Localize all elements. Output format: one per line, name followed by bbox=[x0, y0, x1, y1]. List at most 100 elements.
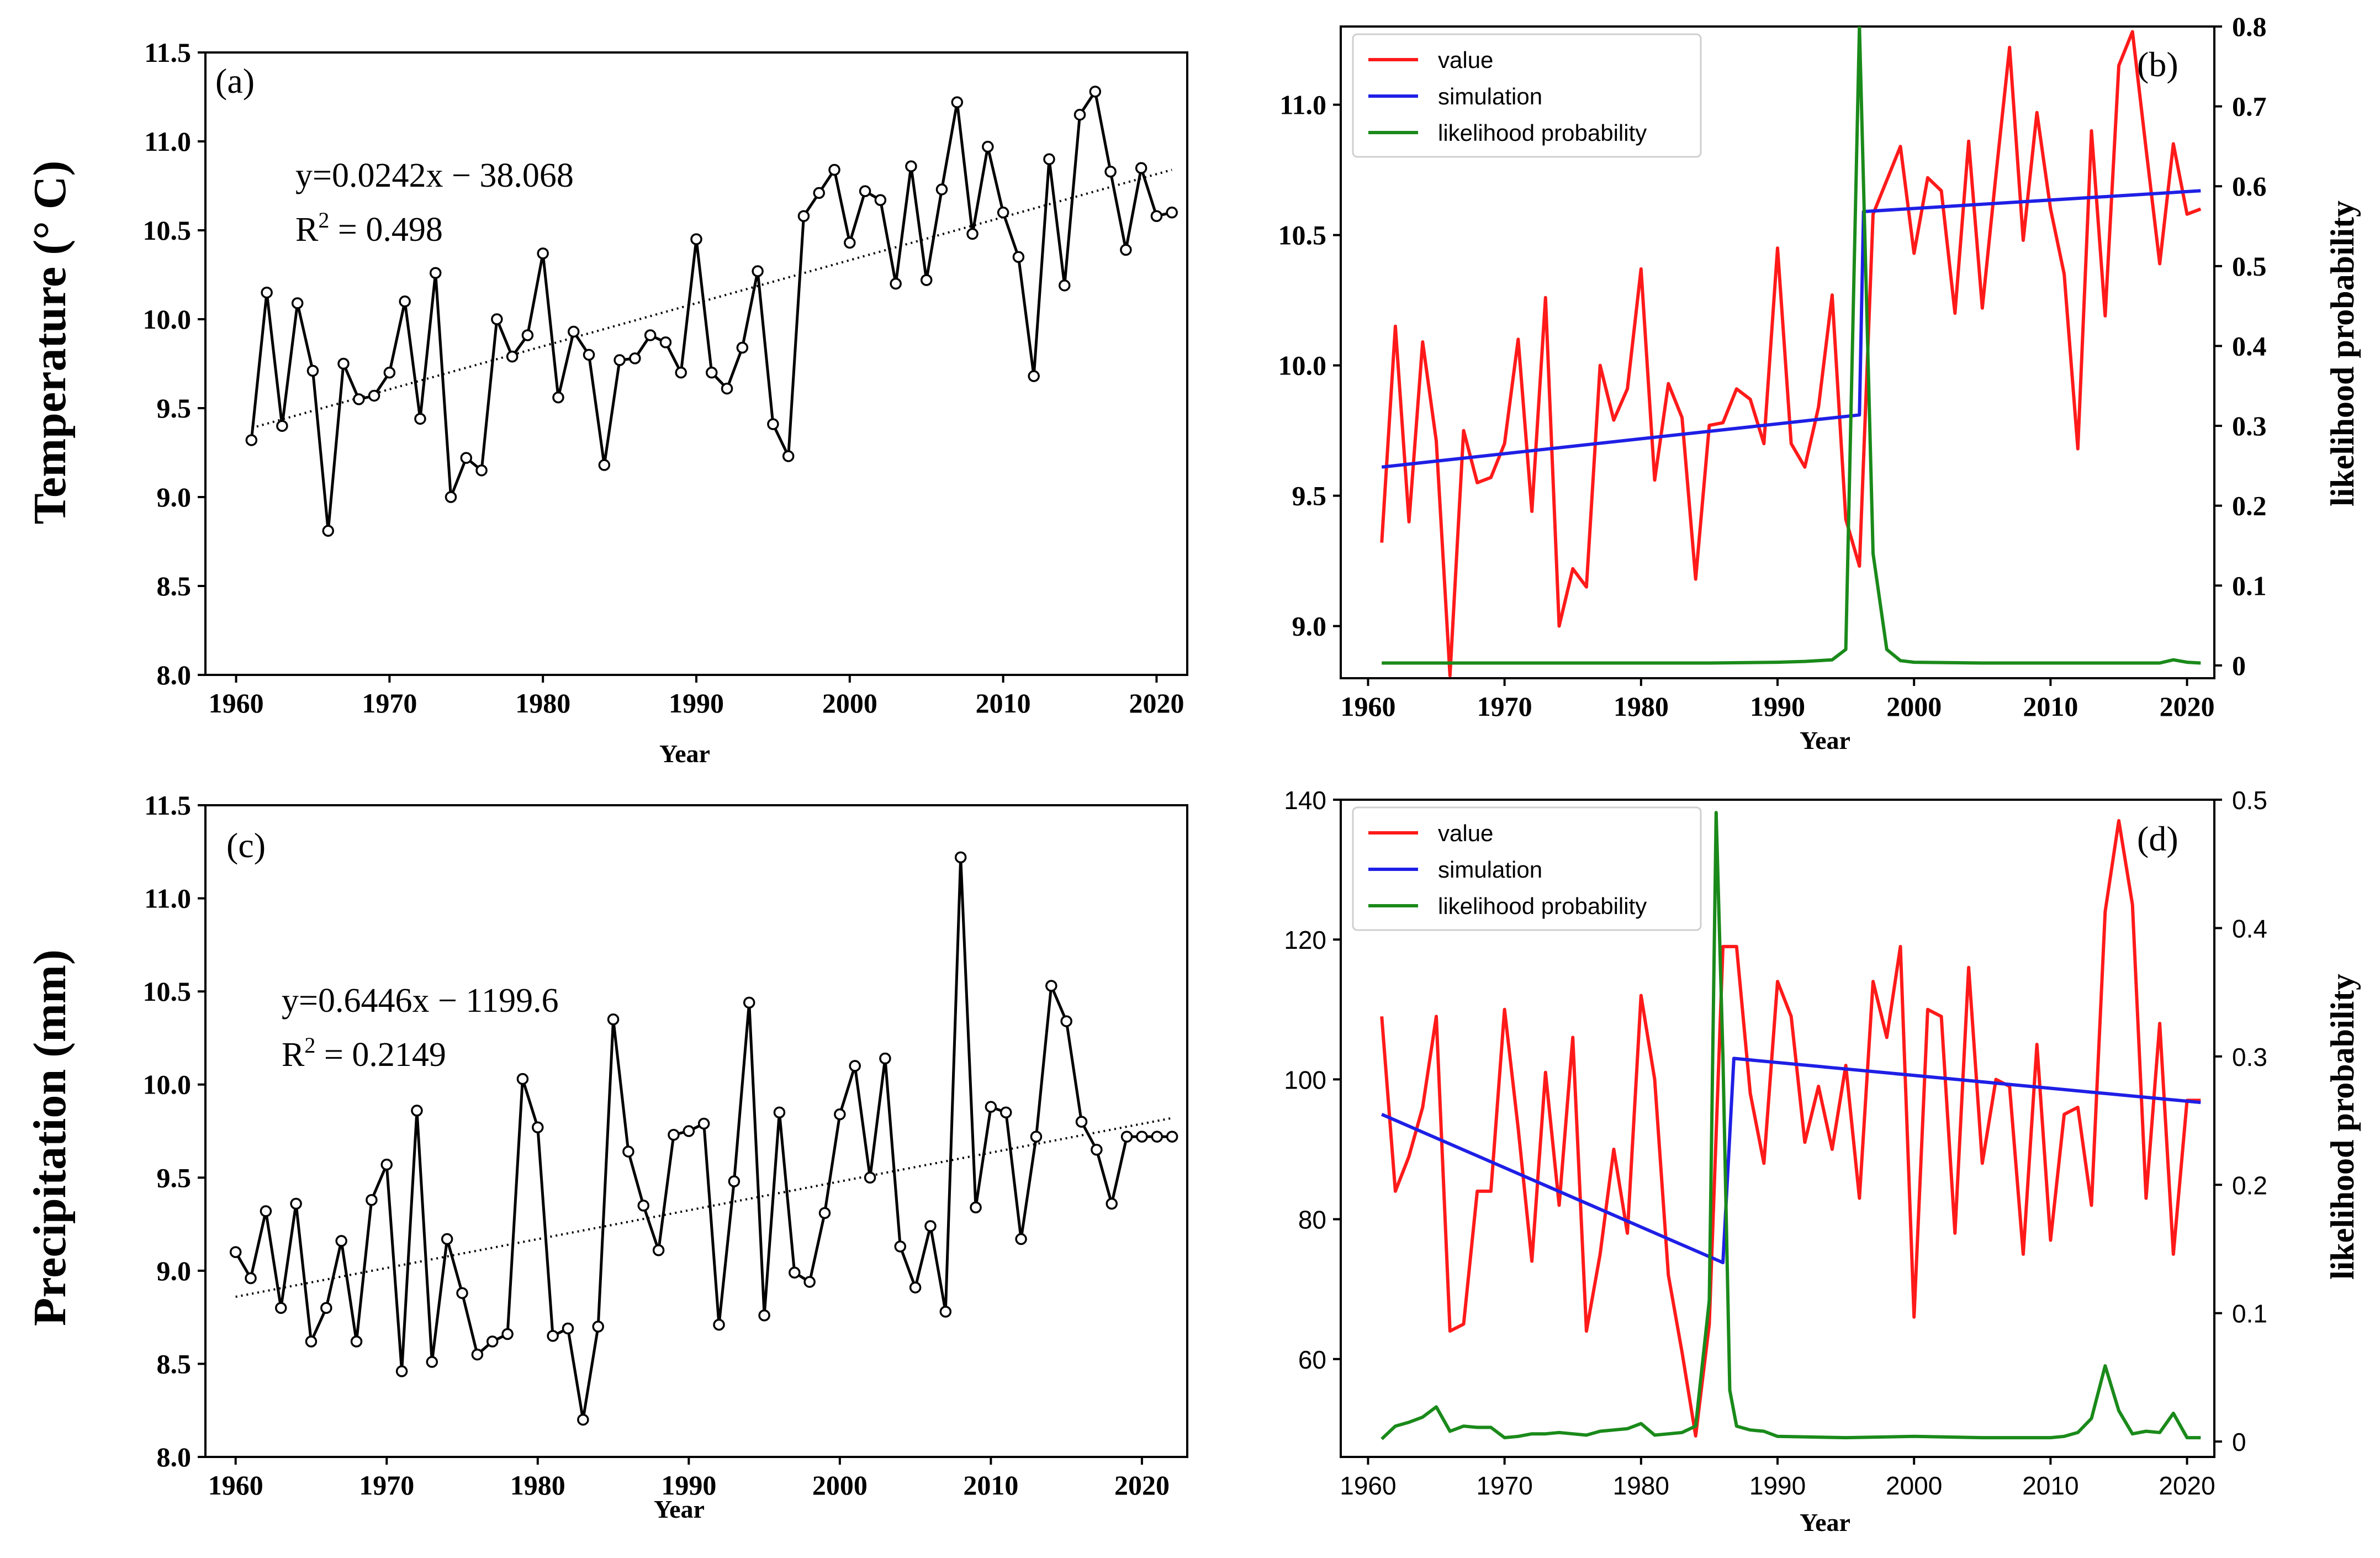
panel-a-data-point bbox=[1120, 244, 1132, 256]
panel-a-data-point bbox=[322, 525, 334, 537]
panel-d-xtick-label: 1960 bbox=[1340, 1471, 1396, 1500]
panel-a-data-point bbox=[706, 366, 718, 379]
panel-a-ytick-label: 9.5 bbox=[157, 393, 192, 424]
panel-c-xtick-label: 1980 bbox=[510, 1470, 565, 1501]
panel-c-equation: y=0.6446x − 1199.6 bbox=[282, 982, 559, 1020]
panel-d-xtick-label: 2020 bbox=[2159, 1471, 2215, 1500]
panel-b: 1960 1970 1980 1990 2000 2010 2020 9.0 9.5 10.0 10… bbox=[1278, 11, 2361, 754]
panel-c-data-point bbox=[547, 1330, 559, 1342]
panel-c-data-point bbox=[683, 1125, 695, 1137]
panel-b-ytick-label: 9.5 bbox=[1292, 480, 1327, 511]
panel-c-data-point bbox=[652, 1244, 665, 1256]
panel-b-ytick-label: 11.0 bbox=[1279, 89, 1326, 120]
panel-c-data-point bbox=[501, 1328, 514, 1340]
panel-c-data-point bbox=[879, 1052, 891, 1065]
panel-b-xtick-label: 1970 bbox=[1477, 691, 1532, 722]
panel-b-series-likelihood-probability bbox=[1382, 27, 2201, 665]
panel-b-ytick-label: 10.5 bbox=[1278, 220, 1327, 251]
panel-a-xtick-label: 1990 bbox=[669, 688, 724, 719]
panel-c-data-point bbox=[1151, 1131, 1163, 1143]
panel-d-legend-likelihood: likelihood probability bbox=[1438, 893, 1647, 919]
panel-a-data-point bbox=[982, 140, 994, 153]
panel-b-ytick-label: 9.0 bbox=[1292, 611, 1327, 642]
panel-b-y2tick-label: 0.6 bbox=[2232, 171, 2267, 202]
panel-a-ytick-label: 9.0 bbox=[157, 482, 192, 513]
panel-c-xtick-label: 2010 bbox=[963, 1470, 1018, 1501]
panel-c-data-point bbox=[1045, 980, 1057, 992]
panel-d-xtick-label: 2000 bbox=[1886, 1471, 1942, 1500]
panel-a-xlabel: Year bbox=[659, 740, 710, 768]
panel-a-data-point bbox=[690, 233, 702, 245]
panel-b-legend: value simulation likelihood probability bbox=[1352, 33, 1702, 158]
panel-c-data-point bbox=[834, 1108, 846, 1121]
panel-c-plot-area bbox=[229, 851, 1178, 1426]
panel-a-data-point bbox=[306, 365, 319, 377]
panel-c-data-point bbox=[1075, 1116, 1088, 1128]
panel-d-plot-area bbox=[1380, 811, 2201, 1440]
panel-d-y2tick-label: 0.4 bbox=[2232, 914, 2267, 943]
panel-c-data-point bbox=[275, 1302, 287, 1314]
panel-c-data-point bbox=[954, 851, 967, 864]
panel-c-plot: 1960 1970 1980 1990 2000 2010 2020 8.0 8.5 9.0 9.5… bbox=[143, 790, 1188, 1501]
panel-a-data-point bbox=[1073, 108, 1086, 121]
panel-d-legend: value simulation likelihood probability bbox=[1352, 806, 1702, 931]
panel-c-data-point bbox=[894, 1240, 907, 1253]
panel-a-data-point bbox=[337, 357, 350, 370]
panel-a-data-point bbox=[721, 382, 733, 395]
panel-c-data-point bbox=[607, 1013, 620, 1026]
panel-b-xtick-label: 1960 bbox=[1340, 691, 1395, 722]
panel-a-data-point bbox=[583, 348, 595, 361]
panel-a-data-point bbox=[1059, 279, 1071, 292]
panel-c-data-point bbox=[970, 1201, 982, 1213]
panel-b-series-value bbox=[1380, 30, 2202, 678]
panel-a-data-point bbox=[506, 350, 519, 363]
panel-a-data-point bbox=[491, 313, 503, 325]
panel-c-data-point bbox=[290, 1197, 302, 1210]
panel-a-data-point bbox=[1089, 86, 1102, 98]
panel-a-data-point bbox=[245, 434, 258, 446]
panel-d-ytick-label: 140 bbox=[1284, 786, 1326, 815]
panel-a-data-point bbox=[429, 267, 442, 279]
panel-d-ytick-label: 60 bbox=[1298, 1345, 1326, 1374]
panel-a-data-point bbox=[552, 391, 564, 404]
panel-a-data-point bbox=[844, 236, 856, 249]
panel-d-ytick-label: 100 bbox=[1284, 1065, 1326, 1094]
panel-c-ytick-label: 8.5 bbox=[157, 1348, 192, 1379]
panel-a-data-point bbox=[997, 207, 1009, 219]
panel-a-data-point bbox=[951, 96, 964, 108]
panel-a-r2-prefix: R bbox=[295, 211, 319, 249]
panel-a-ylabel: Temperature (° C) bbox=[24, 161, 76, 525]
panel-c-xtick-label: 1970 bbox=[359, 1470, 414, 1501]
panel-c-xtick-label: 2020 bbox=[1114, 1470, 1170, 1501]
panel-a-data-point bbox=[1028, 370, 1040, 382]
panel-c-r2-prefix: R bbox=[282, 1036, 305, 1074]
panel-a-data-point bbox=[966, 228, 979, 240]
panel-c-data-point bbox=[456, 1287, 468, 1300]
panel-d-xtick-label: 2010 bbox=[2022, 1471, 2078, 1500]
panel-b-y2tick-label: 0.5 bbox=[2232, 251, 2267, 282]
panel-c-data-point bbox=[622, 1145, 634, 1158]
panel-c-data-point bbox=[668, 1128, 680, 1141]
panel-b-plot: 1960 1970 1980 1990 2000 2010 2020 9.0 9.5 10.0 10… bbox=[1278, 11, 2267, 722]
panel-c-ytick-label: 8.0 bbox=[157, 1441, 192, 1472]
panel-a-data-point bbox=[782, 450, 795, 462]
panel-a-data-point bbox=[935, 183, 948, 196]
panel-b-xtick-label: 1980 bbox=[1614, 691, 1669, 722]
panel-b-y2tick-label: 0.4 bbox=[2232, 330, 2267, 361]
panel-c-data-point bbox=[1106, 1197, 1118, 1210]
panel-b-xlabel: Year bbox=[1800, 726, 1850, 754]
panel-a-data-point bbox=[521, 329, 534, 341]
panel-a-data-point bbox=[414, 413, 426, 425]
panel-a-ytick-label: 10.0 bbox=[143, 304, 192, 335]
panel-c-data-point bbox=[1030, 1131, 1043, 1143]
panel-c-data-point bbox=[471, 1348, 484, 1361]
panel-c-data-point bbox=[773, 1106, 786, 1119]
panel-a-label: (a) bbox=[215, 61, 255, 101]
panel-c-xtick-label: 2000 bbox=[812, 1470, 868, 1501]
panel-a-ytick-label: 11.5 bbox=[144, 37, 191, 68]
panel-c-data-point bbox=[486, 1335, 499, 1348]
panel-a-xtick-label: 1970 bbox=[362, 688, 417, 719]
panel-c-data-point bbox=[1000, 1106, 1012, 1119]
panel-a-data-point bbox=[399, 295, 411, 308]
panel-a-data-point bbox=[828, 163, 840, 176]
